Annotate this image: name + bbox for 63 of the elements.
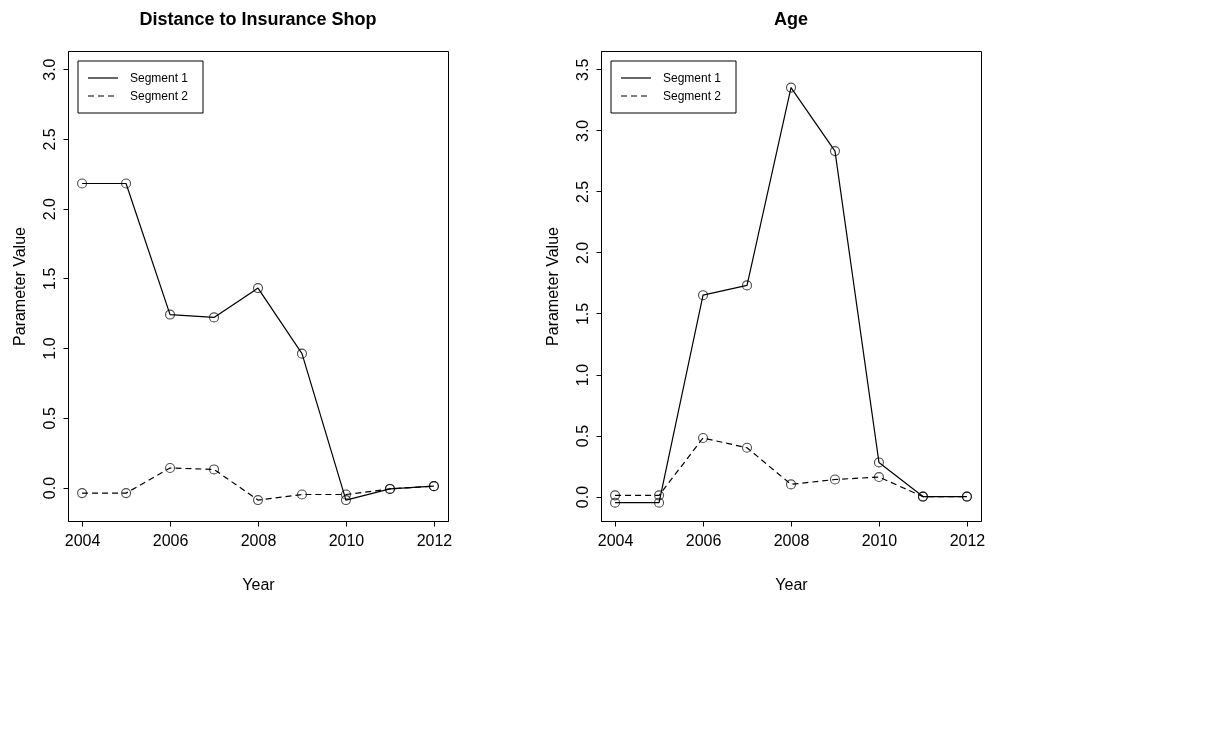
point <box>873 472 884 483</box>
y-tick-label: 2.0 <box>573 241 591 265</box>
legend-label: Segment 1 <box>663 71 722 85</box>
chart-title: Age <box>773 9 809 29</box>
x-axis-title: Year <box>775 575 809 593</box>
point <box>829 146 840 157</box>
point <box>165 462 176 474</box>
y-tick-label: 3.5 <box>573 58 591 81</box>
y-tick-label: 1.5 <box>573 302 591 326</box>
point <box>77 178 88 189</box>
x-tick-label: 2006 <box>152 531 189 549</box>
y-tick-label: 0.0 <box>40 476 58 500</box>
legend-label: Segment 1 <box>130 71 189 85</box>
y-tick-label: 1.5 <box>40 267 58 290</box>
point <box>165 309 176 320</box>
y-tick-label: 0.5 <box>40 407 58 430</box>
x-tick-label: 2004 <box>597 531 634 549</box>
point <box>698 290 709 301</box>
point <box>340 495 351 506</box>
point <box>121 488 132 499</box>
point <box>121 178 132 189</box>
point <box>340 489 351 500</box>
point <box>654 490 665 501</box>
x-tick-label: 2012 <box>949 531 986 549</box>
y-tick-label: 2.5 <box>573 180 591 204</box>
point <box>296 489 307 500</box>
x-tick-label: 2012 <box>416 531 453 549</box>
x-tick-label: 2006 <box>685 531 722 549</box>
x-tick-label: 2004 <box>64 531 101 549</box>
y-tick-label: 3.0 <box>40 58 58 81</box>
point <box>785 82 797 93</box>
point <box>77 488 88 499</box>
point <box>742 442 753 453</box>
point <box>610 497 621 508</box>
point <box>296 348 307 359</box>
point <box>252 283 264 294</box>
x-axis-title: Year <box>242 575 276 593</box>
point <box>610 490 621 501</box>
y-tick-label: 0.0 <box>573 485 591 509</box>
y-tick-label: 3.0 <box>573 119 591 142</box>
point <box>785 479 797 490</box>
point <box>209 464 220 475</box>
y-tick-label: 2.0 <box>40 197 58 221</box>
legend-label: Segment 2 <box>663 89 722 103</box>
y-axis-title: Parameter Value <box>543 226 561 346</box>
legend-label: Segment 2 <box>130 89 189 103</box>
y-tick-label: 0.5 <box>573 424 591 448</box>
point <box>252 495 264 506</box>
point <box>873 457 884 468</box>
y-tick-label: 2.5 <box>40 128 58 151</box>
point <box>209 312 220 323</box>
y-tick-label: 1.0 <box>573 363 591 387</box>
x-tick-label: 2008 <box>240 531 277 549</box>
chart-title: Distance to Insurance Shop <box>139 9 377 29</box>
point <box>829 474 840 485</box>
point <box>742 280 753 291</box>
y-tick-label: 1.0 <box>40 337 58 360</box>
x-tick-label: 2010 <box>328 531 365 549</box>
point <box>654 497 665 508</box>
x-tick-label: 2010 <box>861 531 898 549</box>
x-tick-label: 2008 <box>773 531 810 549</box>
y-axis-title: Parameter Value <box>10 226 28 346</box>
point <box>698 432 709 443</box>
